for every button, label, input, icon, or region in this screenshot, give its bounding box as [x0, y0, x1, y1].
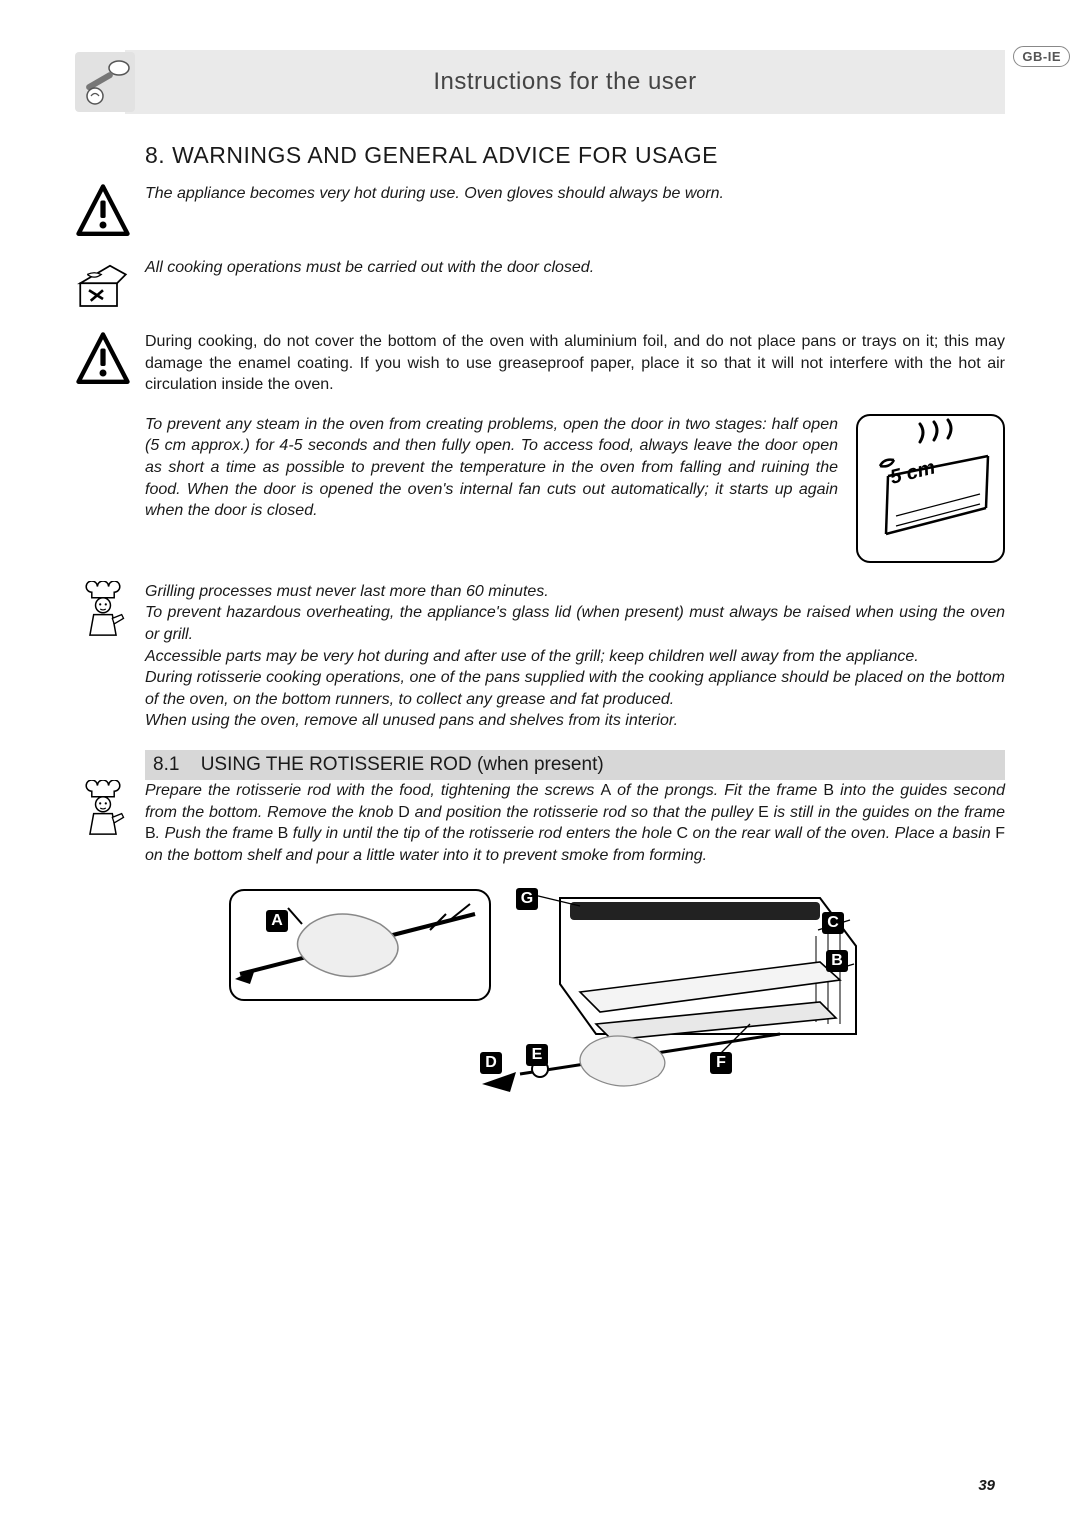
- section-number: 8.: [145, 142, 165, 168]
- figure-label-b: B: [826, 950, 848, 972]
- subsection-title: USING THE ROTISSERIE ROD (when present): [201, 754, 604, 775]
- oven-gloves-icon: [75, 257, 145, 313]
- warning-triangle-icon: [75, 331, 145, 387]
- warning-block-steam: To prevent any steam in the oven from cr…: [145, 414, 1005, 563]
- section-heading: WARNINGS AND GENERAL ADVICE FOR USAGE: [172, 142, 718, 168]
- figure-label-f: F: [710, 1052, 732, 1074]
- warning-text: During cooking, do not cover the bottom …: [145, 331, 1005, 396]
- figure-label-e: E: [526, 1044, 548, 1066]
- locale-badge: GB-IE: [1013, 46, 1070, 67]
- chef-icon: [75, 581, 145, 637]
- warning-text: The appliance becomes very hot during us…: [145, 183, 1005, 205]
- figure-label-g: G: [516, 888, 538, 910]
- warning-triangle-icon: [75, 183, 145, 239]
- rotisserie-instructions: Prepare the rotisserie rod with the food…: [75, 780, 1005, 866]
- chef-advice-text: Grilling processes must never last more …: [145, 581, 1005, 732]
- chef-advice-block: Grilling processes must never last more …: [75, 581, 1005, 732]
- rotisserie-text: Prepare the rotisserie rod with the food…: [145, 780, 1005, 866]
- chef-spoon-icon: [75, 52, 135, 112]
- svg-text:5 cm: 5 cm: [888, 456, 938, 488]
- subsection-number: 8.1: [153, 754, 179, 775]
- page-number: 39: [978, 1477, 995, 1494]
- warning-text: All cooking operations must be carried o…: [145, 257, 1005, 279]
- header-bar: Instructions for the user GB-IE: [125, 50, 1005, 114]
- chef-icon: [75, 780, 145, 836]
- warning-block-foil: During cooking, do not cover the bottom …: [75, 331, 1005, 396]
- figure-label-a: A: [266, 910, 288, 932]
- door-open-5cm-figure: 5 cm: [856, 414, 1005, 563]
- manual-page: Instructions for the user GB-IE 8. WARNI…: [0, 0, 1080, 1528]
- warning-block-door: All cooking operations must be carried o…: [75, 257, 1005, 313]
- figure-label-d: D: [480, 1052, 502, 1074]
- rotisserie-figure: A G C B F D E: [220, 884, 860, 1104]
- header-title: Instructions for the user: [433, 68, 696, 96]
- subsection-bar: 8.1 USING THE ROTISSERIE ROD (when prese…: [145, 750, 1005, 780]
- section-title: 8. WARNINGS AND GENERAL ADVICE FOR USAGE: [145, 142, 1005, 169]
- warning-text: To prevent any steam in the oven from cr…: [145, 414, 856, 522]
- warning-block-hot: The appliance becomes very hot during us…: [75, 183, 1005, 239]
- figure-label-c: C: [822, 912, 844, 934]
